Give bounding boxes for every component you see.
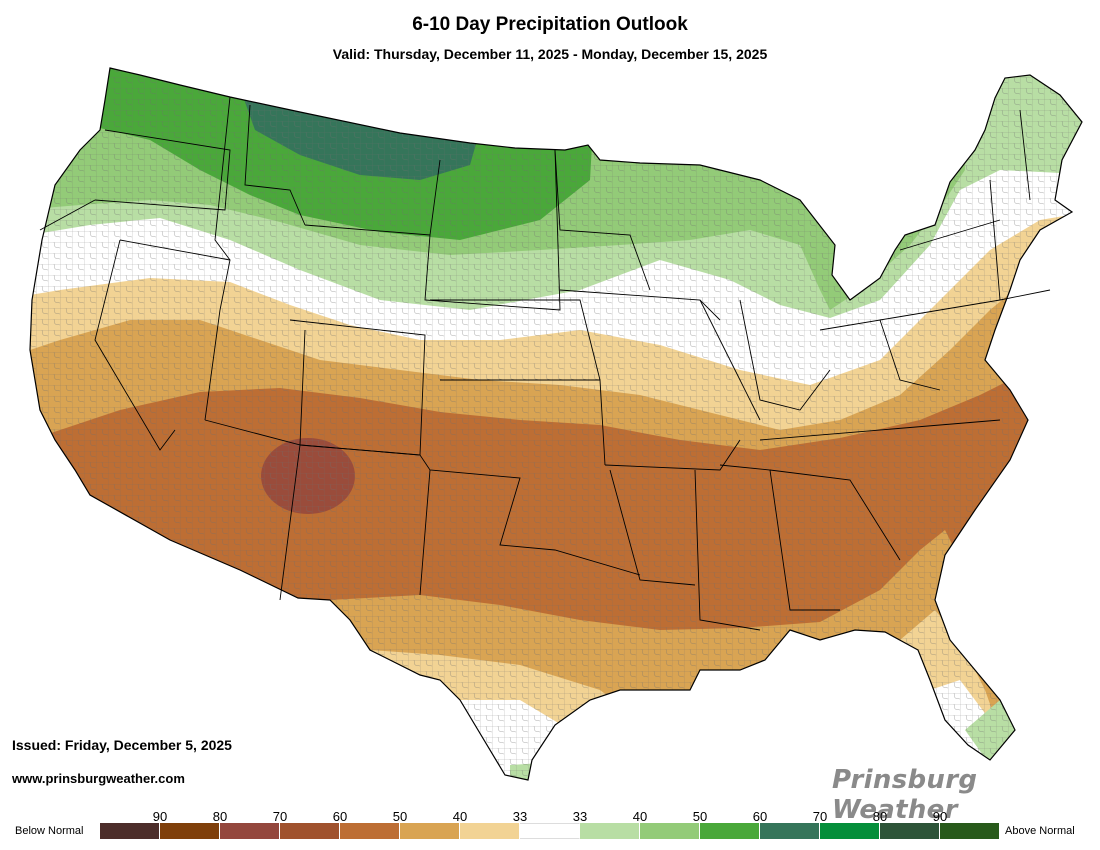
state-boundaries: [39, 96, 1051, 631]
legend-swatch: [640, 823, 700, 839]
legend-swatch: [280, 823, 340, 839]
legend-below-normal-label: Below Normal: [15, 825, 84, 837]
legend-tick-label: 60: [752, 809, 768, 824]
legend-swatch: [100, 823, 160, 839]
legend-tick-label: 70: [272, 809, 288, 824]
legend-tick-label: 90: [932, 809, 948, 824]
map-title: 6-10 Day Precipitation Outlook: [412, 14, 688, 35]
legend-color-bar: [100, 823, 1000, 839]
legend-swatch: [520, 823, 580, 839]
legend-tick-labels: 90 80 70 60 50 40 33 33 40 50 60 70 80 90: [100, 809, 1000, 824]
legend-swatch: [160, 823, 220, 839]
legend-tick-label: 33: [512, 809, 528, 824]
valid-date-range: Valid: Thursday, December 11, 2025 - Mon…: [332, 46, 768, 62]
legend-swatch: [760, 823, 820, 839]
brand-logo: Prinsburg Weather: [832, 765, 978, 825]
legend-tick-label: 50: [392, 809, 408, 824]
issued-date: Issued: Friday, December 5, 2025: [12, 737, 232, 753]
legend-tick-label: 40: [452, 809, 468, 824]
legend-tick-label: 60: [332, 809, 348, 824]
legend-swatch: [220, 823, 280, 839]
us-outline: [29, 67, 1083, 781]
legend-tick-label: 80: [212, 809, 228, 824]
legend-tick-label: 80: [872, 809, 888, 824]
legend-swatch: [820, 823, 880, 839]
legend-swatch: [400, 823, 460, 839]
legend-swatch: [580, 823, 640, 839]
legend-swatch: [880, 823, 940, 839]
legend-swatch: [700, 823, 760, 839]
legend-tick-label: 40: [632, 809, 648, 824]
legend-swatch: [940, 823, 1000, 839]
legend-tick-label: 33: [572, 809, 588, 824]
legend-tick-label: 50: [692, 809, 708, 824]
legend-tick-label: 70: [812, 809, 828, 824]
legend-swatch: [460, 823, 520, 839]
legend-above-normal-label: Above Normal: [1005, 825, 1075, 837]
legend-tick-label: 90: [152, 809, 168, 824]
legend-swatch: [340, 823, 400, 839]
website-link[interactable]: www.prinsburgweather.com: [12, 771, 185, 786]
